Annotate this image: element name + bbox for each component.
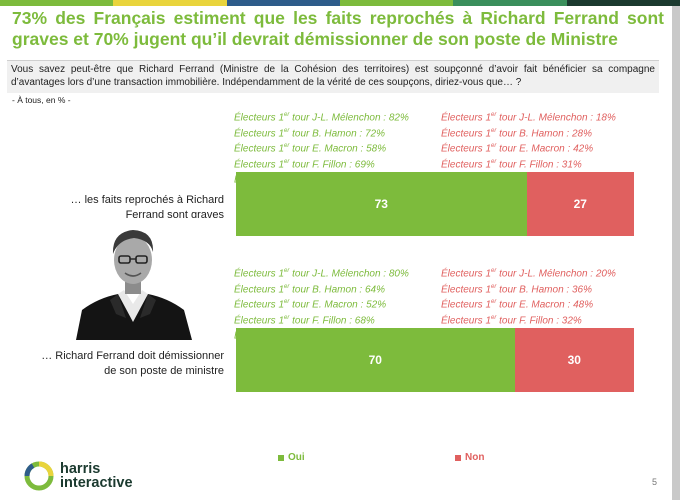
bar-non-demission: 30 — [514, 328, 634, 392]
richard-ferrand-photo — [68, 218, 198, 340]
strip-segment — [0, 0, 114, 6]
item-label-demission: … Richard Ferrand doit démissionner de s… — [41, 350, 224, 377]
breakdown-line: Électeurs 1er tour E. Macron : 48% — [441, 299, 594, 311]
legend-non: Non — [455, 452, 484, 463]
question-box: Vous savez peut-être que Richard Ferrand… — [7, 60, 659, 93]
logo-line2: interactive — [60, 475, 133, 491]
bar-oui-demission: 70 — [236, 328, 515, 392]
base-note: - À tous, en % - — [12, 95, 71, 105]
bar-value-non-demission: 30 — [567, 353, 581, 367]
strip-segment — [113, 0, 227, 6]
harris-logo-icon — [24, 461, 54, 491]
logo-line1: harris — [60, 461, 101, 477]
legend-oui-label: Oui — [288, 452, 305, 463]
breakdown-line: Électeurs 1er tour B. Hamon : 72% — [234, 127, 385, 139]
harris-interactive-logo: harris interactive — [24, 461, 133, 491]
breakdown-line: Électeurs 1er tour J-L. Mélenchon : 82% — [234, 112, 409, 124]
bar-oui-graves: 73 — [236, 172, 527, 236]
breakdown-line: Électeurs 1er tour J-L. Mélenchon : 20% — [441, 268, 616, 280]
breakdown-line: Électeurs 1er tour E. Macron : 42% — [441, 143, 594, 155]
harris-logo-text: harris interactive — [60, 461, 133, 491]
right-edge-bar — [672, 6, 680, 500]
breakdown-line: Électeurs 1er tour E. Macron : 52% — [234, 299, 387, 311]
page-title: 73% des Français estiment que les faits … — [12, 8, 664, 49]
portrait-illustration — [68, 218, 198, 340]
bar-value-oui-demission: 70 — [368, 353, 382, 367]
breakdown-line: Électeurs 1er tour F. Fillon : 32% — [441, 314, 582, 326]
page-number: 5 — [652, 477, 658, 487]
breakdown-line: Électeurs 1er tour J-L. Mélenchon : 80% — [234, 268, 409, 280]
question-text: Vous savez peut-être que Richard Ferrand… — [11, 64, 655, 88]
strip-segment — [453, 0, 567, 6]
breakdown-line: Électeurs 1er tour J-L. Mélenchon : 18% — [441, 112, 616, 124]
breakdown-line: Électeurs 1er tour E. Macron : 58% — [234, 143, 387, 155]
strip-segment — [339, 0, 454, 6]
bar-value-non-graves: 27 — [573, 197, 587, 211]
breakdown-line: Électeurs 1er tour F. Fillon : 31% — [441, 158, 582, 170]
breakdown-line: Électeurs 1er tour F. Fillon : 68% — [234, 314, 375, 326]
strip-segment — [566, 0, 680, 6]
bar-value-oui-graves: 73 — [374, 197, 388, 211]
legend-non-label: Non — [465, 452, 485, 463]
breakdown-line: Électeurs 1er tour F. Fillon : 69% — [234, 158, 375, 170]
top-color-strip — [0, 0, 680, 6]
strip-segment — [226, 0, 340, 6]
bar-non-graves: 27 — [526, 172, 634, 236]
breakdown-line: Électeurs 1er tour B. Hamon : 28% — [441, 127, 592, 139]
legend-oui-swatch — [278, 454, 284, 461]
breakdown-line: Électeurs 1er tour B. Hamon : 36% — [441, 283, 592, 295]
legend-non-swatch — [455, 454, 461, 461]
breakdown-line: Électeurs 1er tour B. Hamon : 64% — [234, 283, 385, 295]
legend-oui: Oui — [278, 452, 305, 463]
